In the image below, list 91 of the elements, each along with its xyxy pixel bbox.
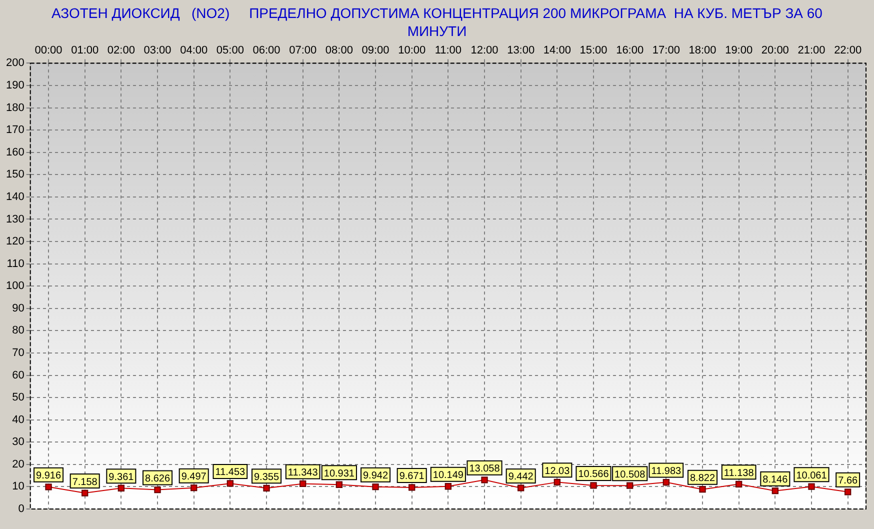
y-tick-label: 60 (12, 369, 24, 382)
y-tick-label: 130 (6, 213, 24, 226)
y-tick-label: 90 (12, 302, 24, 314)
data-label: 10.566 (578, 469, 610, 480)
data-label: 11.453 (215, 467, 246, 478)
x-tick-label: 08:00 (325, 44, 353, 57)
x-tick-label: 07:00 (289, 44, 317, 57)
x-tick-label: 18:00 (688, 44, 716, 57)
y-tick-label: 150 (6, 168, 24, 181)
data-label: 11.983 (651, 466, 682, 478)
point (444, 483, 452, 490)
point (518, 484, 524, 492)
data-label: 8.822 (690, 473, 716, 484)
chart-title: АЗОТЕН ДИОКСИД (NO2) ПРЕДЕЛНО ДОПУСТИМА КОНЦЕНТРАЦИЯ 200 МИКРОГРАМА НА КУБ. МЕТЪР ЗА 60 МИНУТИ (50, 4, 824, 41)
x-tick-label: 22:00 (834, 44, 862, 57)
x-tick-label: 13:00 (507, 44, 535, 57)
data-label: 11.343 (288, 467, 318, 478)
data-label: 9.361 (108, 472, 134, 483)
data-label: 9.916 (36, 470, 62, 482)
y-tick-label: 40 (12, 414, 24, 426)
y-tick-label: 190 (6, 80, 24, 92)
x-tick-label: 14:00 (543, 44, 571, 57)
y-tick-label: 120 (6, 236, 24, 248)
point (772, 488, 778, 494)
y-tick-label: 50 (12, 392, 24, 404)
y-tick-label: 110 (6, 258, 24, 270)
x-tick-label: 01:00 (71, 44, 99, 57)
point (662, 478, 670, 486)
y-tick-label: 200 (6, 57, 24, 70)
y-tick-label: 80 (12, 324, 24, 337)
data-label: 9.671 (399, 471, 425, 482)
y-tick-label: 100 (6, 280, 24, 292)
data-label: 10.931 (324, 468, 355, 480)
x-tick-label: 10:00 (398, 44, 426, 57)
data-label: 9.355 (254, 472, 280, 483)
data-label: 12.03 (544, 466, 570, 477)
data-label: 7.66 (838, 476, 858, 487)
x-tick-label: 02:00 (107, 44, 135, 57)
data-label: 10.149 (432, 470, 464, 482)
point (263, 484, 270, 492)
x-tick-label: 06:00 (252, 44, 280, 57)
point (844, 488, 852, 496)
y-tick-label: 70 (12, 347, 24, 359)
x-tick-label: 11:00 (434, 44, 462, 57)
data-label: 11.138 (724, 468, 754, 479)
x-tick-label: 05:00 (216, 44, 244, 57)
point (82, 490, 88, 496)
x-tick-label: 00:00 (34, 44, 62, 57)
y-tick-label: 20 (12, 458, 24, 470)
data-label: 7.158 (72, 476, 98, 488)
data-label: 8.626 (145, 474, 170, 485)
x-tick-label: 12:00 (470, 44, 498, 57)
point (372, 484, 379, 490)
point (226, 480, 234, 487)
data-label: 9.442 (508, 472, 534, 483)
data-label: 9.497 (181, 472, 207, 483)
point (408, 484, 416, 491)
point (154, 486, 161, 494)
point (190, 484, 198, 492)
point (300, 480, 306, 488)
data-label: 10.508 (614, 469, 646, 480)
point (626, 482, 634, 489)
x-tick-label: 09:00 (362, 44, 390, 57)
y-tick-label: 160 (6, 146, 24, 158)
y-tick-label: 180 (6, 102, 24, 114)
point (118, 484, 125, 492)
y-tick-label: 170 (6, 124, 24, 136)
point (808, 483, 815, 490)
x-tick-label: 16:00 (616, 44, 644, 57)
data-label: 10.061 (796, 470, 828, 482)
x-tick-label: 04:00 (180, 44, 208, 57)
point (590, 482, 597, 489)
data-label: 8.146 (762, 474, 788, 486)
x-tick-label: 03:00 (144, 44, 172, 57)
data-label: 9.942 (362, 470, 388, 482)
x-tick-label: 17:00 (652, 44, 680, 57)
x-tick-label: 15:00 (580, 44, 608, 57)
y-tick-label: 0 (18, 503, 24, 516)
x-tick-label: 21:00 (798, 44, 826, 57)
point (699, 486, 706, 493)
point (336, 481, 343, 488)
point (554, 478, 561, 486)
x-tick-label: 19:00 (725, 44, 753, 57)
data-label: 13.058 (469, 464, 500, 475)
point (481, 476, 488, 484)
y-tick-label: 10 (12, 480, 24, 493)
y-tick-label: 30 (12, 436, 24, 448)
y-tick-label: 140 (6, 190, 24, 203)
point (736, 480, 742, 488)
point (45, 484, 52, 490)
x-tick-label: 20:00 (761, 44, 789, 57)
